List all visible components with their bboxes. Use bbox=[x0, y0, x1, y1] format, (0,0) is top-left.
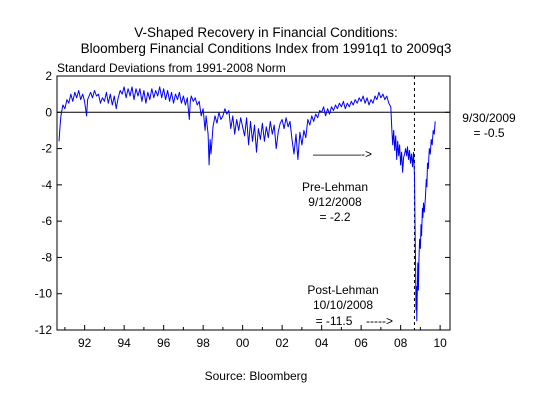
annotation-post-lehman-line2: 10/10/2008 bbox=[313, 298, 373, 312]
x-tick-label: 02 bbox=[275, 336, 289, 350]
annotation-pre-lehman-line1: Pre-Lehman bbox=[302, 180, 368, 194]
annotation-pre-lehman-line3: = -2.2 bbox=[319, 210, 350, 224]
series-layer bbox=[58, 86, 436, 322]
plot-frame bbox=[56, 75, 451, 331]
x-tick-label: 92 bbox=[78, 336, 92, 350]
x-tick-label: 06 bbox=[354, 336, 368, 350]
axis-ticks: 2 0 -2 -4 -6 -8 -10 -12 92 94 96 98 00 02 04 06 08 10 bbox=[35, 69, 450, 350]
x-tick-label: 04 bbox=[315, 336, 329, 350]
x-tick-label: 94 bbox=[117, 336, 131, 350]
annotation-end-line2: = -0.5 bbox=[473, 126, 504, 140]
x-tick-label: 98 bbox=[196, 336, 210, 350]
y-tick-label: -10 bbox=[35, 287, 53, 301]
y-tick-label: 2 bbox=[45, 69, 52, 83]
annotation-post-lehman-line1: Post-Lehman bbox=[307, 283, 378, 297]
fci-series-line bbox=[58, 86, 436, 322]
x-tick-label: 00 bbox=[236, 336, 250, 350]
chart-subtitle: Standard Deviations from 1991-2008 Norm bbox=[57, 61, 286, 75]
y-tick-label: -12 bbox=[35, 323, 53, 337]
annotation-pre-lehman-line2: 9/12/2008 bbox=[308, 195, 362, 209]
annotation-post-lehman-line3: = -11.5 bbox=[316, 314, 353, 328]
y-tick-label: -8 bbox=[41, 250, 52, 264]
x-tick-label: 10 bbox=[433, 336, 447, 350]
x-tick-label: 96 bbox=[157, 336, 171, 350]
chart-title-line2: Bloomberg Financial Conditions Index fro… bbox=[81, 41, 452, 56]
y-tick-label: 0 bbox=[45, 105, 52, 119]
y-tick-label: -6 bbox=[41, 214, 52, 228]
annotation-end-line1: 9/30/2009 bbox=[462, 111, 516, 125]
y-tick-label: -4 bbox=[41, 178, 52, 192]
x-tick-label: 08 bbox=[394, 336, 408, 350]
y-tick-label: -2 bbox=[41, 142, 52, 156]
annotation-post-lehman-arrow: -----> bbox=[366, 314, 393, 328]
plot-axes bbox=[56, 75, 451, 331]
annotation-pre-lehman-arrow: ————-> bbox=[313, 147, 372, 161]
chart-title-line1: V-Shaped Recovery in Financial Condition… bbox=[134, 25, 397, 40]
chart-source: Source: Bloomberg bbox=[205, 369, 308, 383]
